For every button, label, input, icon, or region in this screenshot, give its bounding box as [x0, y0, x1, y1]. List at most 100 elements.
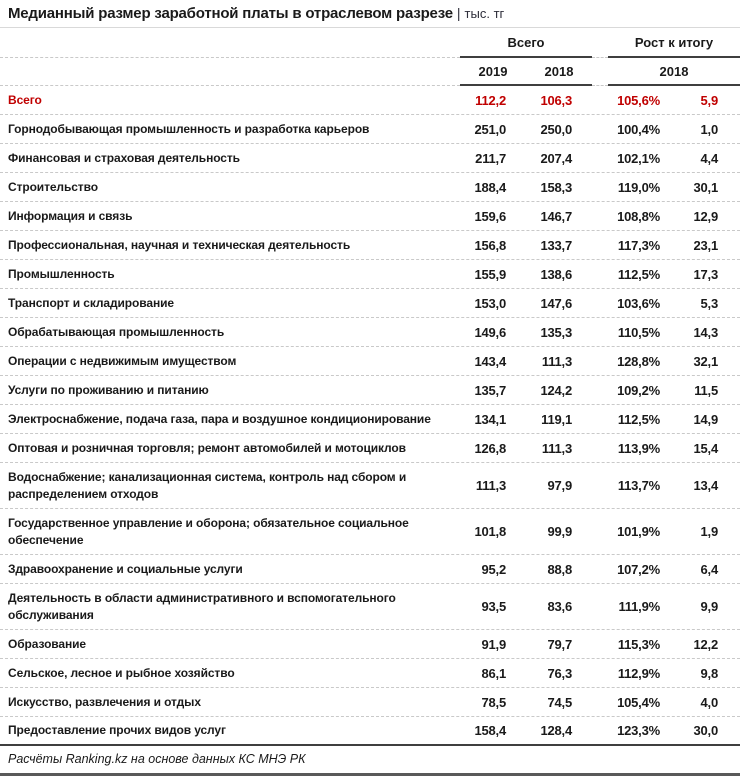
value-2019: 111,3	[475, 478, 506, 493]
header-year-2019: 2019	[460, 58, 526, 86]
value-2018: 135,3	[540, 324, 572, 340]
industry-label: Транспорт и складирование	[8, 295, 174, 310]
value-2018: 138,6	[540, 266, 572, 282]
table-row: Транспорт и складирование 153,0 147,6 10…	[0, 289, 740, 318]
industry-label: Оптовая и розничная торговля; ремонт авт…	[8, 440, 406, 455]
value-2019: 91,9	[481, 636, 506, 652]
growth-abs: 5,3	[700, 295, 719, 311]
industry-label: Деятельность в области административного…	[8, 591, 396, 622]
industry-label: Водоснабжение; канализационная система, …	[8, 470, 407, 501]
growth-percent: 128,8%	[617, 353, 660, 369]
industry-label: Здравоохранение и социальные услуги	[8, 561, 243, 576]
column-spacer	[592, 28, 608, 58]
value-2019: 126,8	[474, 440, 506, 456]
growth-abs: 13,4	[693, 478, 718, 493]
growth-abs: 12,9	[693, 208, 718, 224]
table-row: Профессиональная, научная и техническая …	[0, 231, 740, 260]
table-row: Электроснабжение, подача газа, пара и во…	[0, 405, 740, 434]
growth-abs: 9,9	[700, 599, 719, 614]
value-2018: 207,4	[540, 150, 572, 166]
value-2019: 101,8	[474, 524, 506, 539]
industry-label: Финансовая и страховая деятельность	[8, 150, 240, 165]
header-label-spacer	[0, 58, 460, 86]
industry-label: Обрабатывающая промышленность	[8, 324, 225, 339]
industry-label: Информация и связь	[8, 208, 133, 223]
growth-percent: 107,2%	[617, 561, 660, 577]
growth-abs: 30,0	[693, 723, 718, 738]
value-2019: 93,5	[481, 599, 506, 614]
growth-percent: 112,5%	[617, 411, 660, 427]
value-2018: 147,6	[540, 295, 572, 311]
value-2018: 119,1	[541, 411, 572, 427]
value-2019: 78,5	[481, 694, 506, 710]
value-2018: 111,3	[541, 353, 572, 369]
growth-abs: 1,0	[700, 121, 719, 137]
growth-percent: 111,9%	[618, 599, 661, 614]
growth-abs: 14,9	[693, 411, 718, 427]
growth-percent: 113,7%	[617, 478, 660, 493]
value-2018: 79,7	[547, 636, 572, 652]
source-note: Расчёты Ranking.kz на основе данных КС М…	[0, 746, 740, 776]
table-row: Финансовая и страховая деятельность 211,…	[0, 144, 740, 173]
industry-label: Профессиональная, научная и техническая …	[8, 237, 351, 252]
value-2019: 135,7	[474, 382, 506, 398]
industry-label: Образование	[8, 636, 86, 651]
table-row: Водоснабжение; канализационная система, …	[0, 463, 740, 509]
value-2018: 74,5	[547, 694, 572, 710]
value-2019: 188,4	[474, 179, 506, 195]
value-2018: 99,9	[547, 524, 572, 539]
value-2019: 86,1	[481, 665, 506, 681]
value-2018: 111,3	[541, 440, 572, 456]
growth-abs: 9,8	[700, 665, 719, 681]
industry-label: Операции с недвижимым имуществом	[8, 353, 237, 368]
table-row-total: Всего 112,2 106,3 105,6% 5,9	[0, 86, 740, 115]
industry-label: Сельское, лесное и рыбное хозяйство	[8, 665, 235, 680]
value-2018: 250,0	[540, 121, 572, 137]
table-row: Предоставление прочих видов услуг 158,4 …	[0, 717, 740, 746]
industry-label: Предоставление прочих видов услуг	[8, 723, 226, 738]
growth-percent: 113,9%	[617, 440, 660, 456]
table-row: Информация и связь 159,6 146,7 108,8% 12…	[0, 202, 740, 231]
value-2018: 133,7	[540, 237, 572, 253]
growth-percent: 115,3%	[617, 636, 660, 652]
growth-abs: 30,1	[693, 179, 718, 195]
growth-abs: 12,2	[693, 636, 718, 652]
value-2019: 134,1	[474, 411, 506, 427]
growth-abs: 23,1	[693, 237, 718, 253]
growth-abs: 6,4	[700, 561, 719, 577]
table-row: Здравоохранение и социальные услуги 95,2…	[0, 555, 740, 584]
value-2019: 143,4	[474, 353, 506, 369]
value-2019: 155,9	[474, 266, 506, 282]
growth-percent: 109,2%	[617, 382, 660, 398]
header-group-total: Всего	[460, 28, 592, 58]
growth-percent: 110,5%	[617, 324, 660, 340]
value-2018: 158,3	[540, 179, 572, 195]
value-2018: 106,3	[540, 92, 572, 108]
value-2018: 76,3	[547, 665, 572, 681]
industry-label: Строительство	[8, 179, 98, 194]
title-separator: |	[456, 5, 461, 21]
page-title: Медианный размер заработной платы в отра…	[8, 5, 453, 22]
value-2018: 97,9	[547, 478, 572, 493]
value-2019: 159,6	[474, 208, 506, 224]
header-groups-row: Всего Рост к итогу	[0, 28, 740, 58]
header-label-spacer	[0, 28, 460, 58]
value-2018: 83,6	[547, 599, 572, 614]
value-2019: 153,0	[474, 295, 506, 311]
growth-abs: 11,5	[694, 382, 718, 398]
header-year-2018: 2018	[526, 58, 592, 86]
value-2018: 88,8	[547, 561, 572, 577]
table-row: Государственное управление и оборона; об…	[0, 509, 740, 555]
table-row: Искусство, развлечения и отдых 78,5 74,5…	[0, 688, 740, 717]
value-2018: 124,2	[540, 382, 572, 398]
growth-abs: 15,4	[693, 440, 718, 456]
table-row: Деятельность в области административного…	[0, 584, 740, 630]
table-row: Сельское, лесное и рыбное хозяйство 86,1…	[0, 659, 740, 688]
growth-percent: 112,9%	[617, 665, 660, 681]
industry-label: Всего	[8, 92, 42, 107]
growth-abs: 4,0	[700, 694, 719, 710]
value-2019: 95,2	[481, 561, 506, 577]
value-2019: 112,2	[475, 92, 506, 108]
growth-percent: 103,6%	[617, 295, 660, 311]
industry-label: Промышленность	[8, 266, 115, 281]
